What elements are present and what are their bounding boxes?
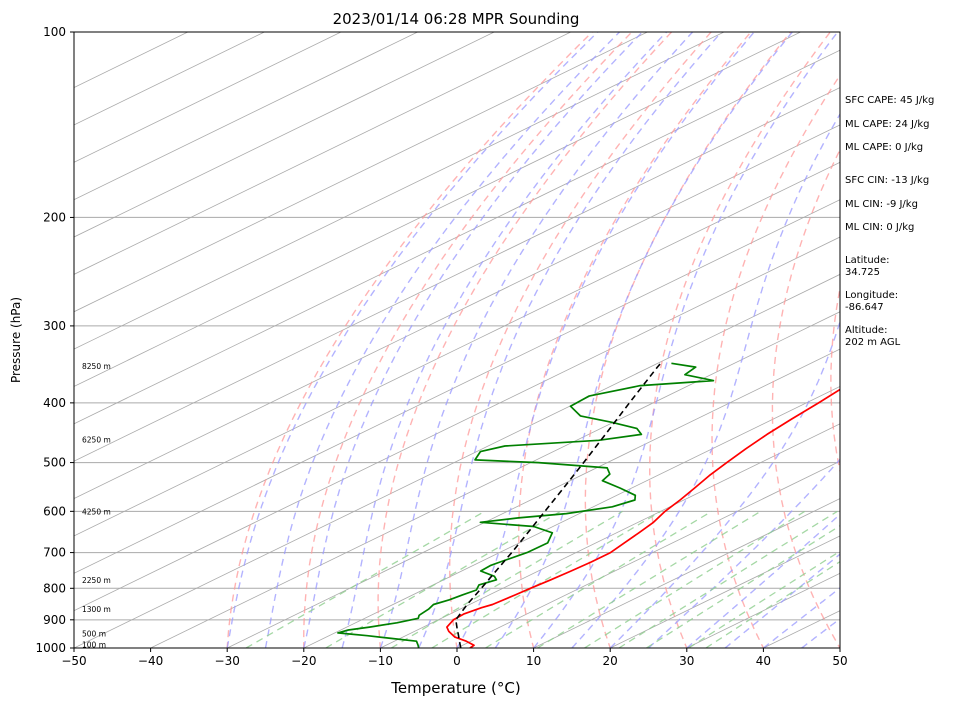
x-tick-label: 10 xyxy=(526,654,541,668)
altitude-value: 202 m AGL xyxy=(845,337,900,349)
height-label: 4250 m xyxy=(82,508,111,517)
ml-cin-text: ML CIN: -9 J/kg xyxy=(845,199,918,211)
altitude-label: Altitude: xyxy=(845,325,887,337)
x-tick-label: −50 xyxy=(61,654,86,668)
y-axis-label: Pressure (hPa) xyxy=(9,297,23,383)
height-label: 2250 m xyxy=(82,576,111,585)
height-label: 1300 m xyxy=(82,605,111,614)
height-label: 500 m xyxy=(82,629,106,638)
y-tick-label: 600 xyxy=(43,504,66,518)
longitude-label: Longitude: xyxy=(845,290,898,302)
y-tick-label: 300 xyxy=(43,319,66,333)
ml-cape-text-2: ML CAPE: 0 J/kg xyxy=(845,142,923,154)
x-tick-label: 30 xyxy=(679,654,694,668)
x-tick-label: 0 xyxy=(453,654,461,668)
x-tick-label: −20 xyxy=(291,654,316,668)
x-tick-label: −30 xyxy=(215,654,240,668)
y-tick-label: 500 xyxy=(43,456,66,470)
y-tick-label: 700 xyxy=(43,546,66,560)
height-label: 6250 m xyxy=(82,435,111,444)
x-tick-label: 40 xyxy=(756,654,771,668)
ml-cin-text-2: ML CIN: 0 J/kg xyxy=(845,222,914,234)
x-tick-label: 50 xyxy=(832,654,847,668)
height-label: 8250 m xyxy=(82,362,111,371)
ml-cape-text: ML CAPE: 24 J/kg xyxy=(845,119,929,131)
x-tick-label: −40 xyxy=(138,654,163,668)
y-tick-label: 400 xyxy=(43,396,66,410)
sfc-cape-text: SFC CAPE: 45 J/kg xyxy=(845,95,934,107)
x-tick-label: −10 xyxy=(368,654,393,668)
longitude-value: -86.647 xyxy=(845,302,884,314)
chart-title: 2023/01/14 06:28 MPR Sounding xyxy=(333,10,580,28)
y-tick-label: 200 xyxy=(43,210,66,224)
sfc-cin-text: SFC CIN: -13 J/kg xyxy=(845,175,929,187)
y-tick-label: 800 xyxy=(43,581,66,595)
latitude-value: 34.725 xyxy=(845,267,880,279)
y-tick-label: 900 xyxy=(43,613,66,627)
x-axis-label: Temperature (°C) xyxy=(390,679,520,697)
x-tick-label: 20 xyxy=(603,654,618,668)
y-tick-label: 1000 xyxy=(35,641,66,655)
dry-adiabat-line xyxy=(943,18,953,661)
latitude-label: Latitude: xyxy=(845,255,890,267)
y-tick-label: 100 xyxy=(43,25,66,39)
plot-area xyxy=(74,32,840,648)
